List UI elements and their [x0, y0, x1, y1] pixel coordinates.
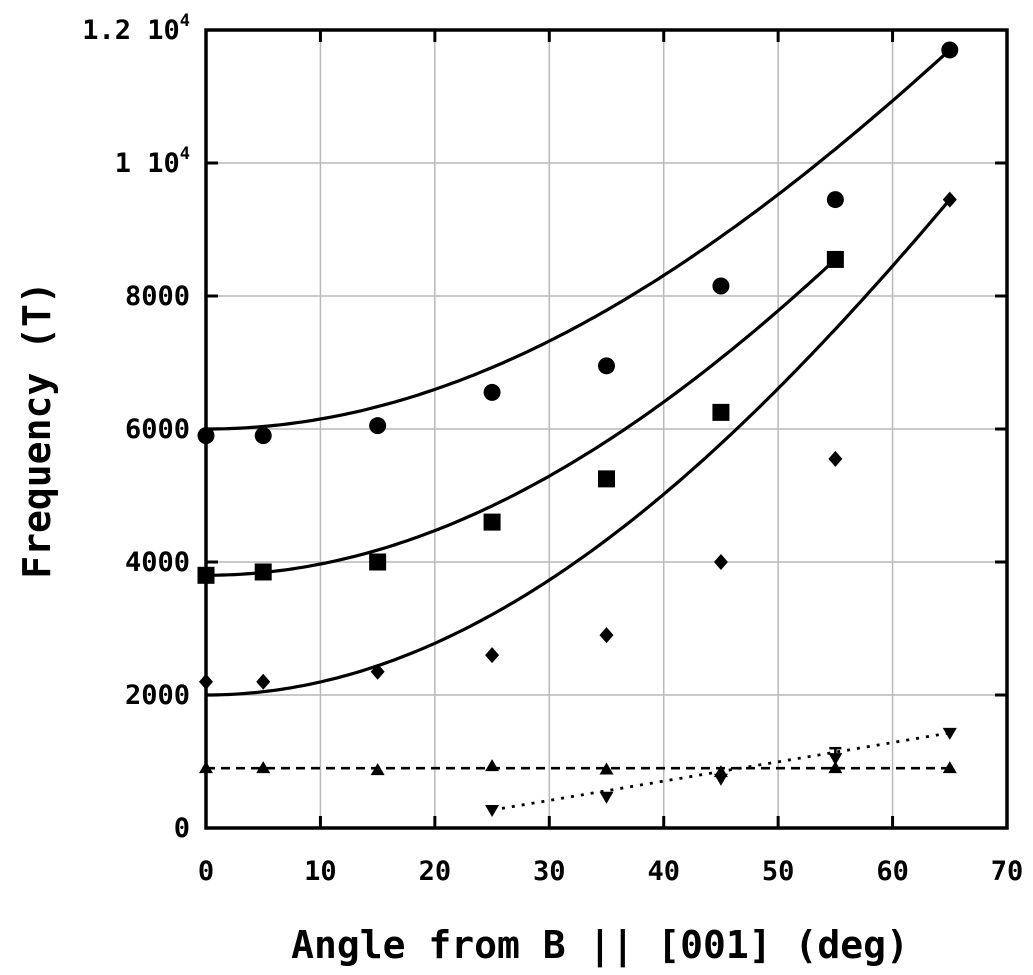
- x-tick-label: 10: [304, 856, 337, 887]
- x-tick-label: 0: [198, 856, 214, 887]
- fit-curve-square: [206, 258, 837, 577]
- y-tick-label: 4000: [125, 547, 190, 578]
- marker-diamond: [599, 627, 614, 644]
- marker-diamond: [828, 450, 843, 467]
- marker-square: [598, 470, 615, 488]
- y-axis-title: Frequency (T): [15, 281, 59, 578]
- marker-triangle-up: [256, 761, 271, 774]
- tick-labels: 0 10 20 30 40 50 60 70 0 2000 4000 6000 8000 1 104 1.2…: [82, 11, 1023, 887]
- marker-diamond: [370, 663, 385, 680]
- marker-triangle-up: [942, 761, 957, 774]
- x-tick-label: 40: [647, 856, 680, 887]
- marker-circle: [826, 191, 844, 209]
- marker-triangle-down: [828, 753, 843, 766]
- y-tick-label: 1 104: [115, 144, 190, 179]
- x-tick-label: 70: [991, 856, 1024, 887]
- marker-diamond: [256, 673, 271, 690]
- marker-circle: [941, 41, 959, 59]
- marker-circle: [369, 417, 387, 435]
- marker-circle: [254, 427, 272, 445]
- x-tick-label: 60: [876, 856, 909, 887]
- marker-triangle-up: [485, 759, 500, 772]
- marker-diamond: [485, 647, 500, 664]
- marker-diamond: [713, 554, 728, 570]
- fit-curves: [206, 48, 952, 812]
- marker-triangle-down: [485, 805, 500, 818]
- marker-square: [254, 563, 272, 581]
- marker-square: [712, 403, 730, 421]
- fit-curve-diamond: [206, 198, 952, 697]
- y-tick-label: 6000: [125, 414, 190, 445]
- marker-circle: [483, 383, 501, 401]
- grid-lines: [206, 30, 1007, 828]
- marker-triangle-down: [942, 727, 957, 740]
- y-tick-label: 8000: [125, 281, 190, 312]
- fit-curve-circle: [206, 48, 951, 431]
- marker-triangle-down: [599, 791, 614, 804]
- marker-square: [369, 553, 387, 571]
- marker-diamond: [942, 191, 957, 208]
- axis-ticks: [204, 28, 1009, 830]
- data-markers: [197, 41, 959, 818]
- marker-circle: [598, 357, 615, 375]
- marker-square: [826, 250, 844, 268]
- marker-square: [483, 513, 501, 531]
- marker-triangle-up: [599, 762, 614, 775]
- marker-triangle-down: [713, 773, 728, 786]
- y-tick-label: 2000: [125, 680, 190, 711]
- marker-triangle-up: [370, 763, 385, 776]
- x-tick-label: 50: [762, 856, 795, 887]
- y-tick-label: 0: [174, 813, 190, 844]
- x-tick-label: 20: [419, 856, 452, 887]
- x-tick-label: 30: [533, 856, 566, 887]
- marker-circle: [712, 277, 730, 295]
- y-tick-label: 1.2 104: [82, 11, 190, 46]
- x-axis-title: Angle from B || [001] (deg): [291, 923, 909, 968]
